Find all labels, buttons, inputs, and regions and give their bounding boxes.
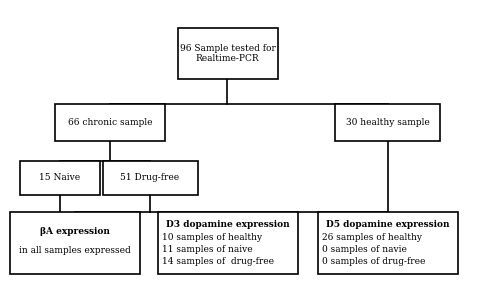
Text: βA expression: βA expression <box>40 227 110 236</box>
Text: in all samples expressed: in all samples expressed <box>19 246 131 255</box>
Text: 0 samples of navie: 0 samples of navie <box>322 245 408 254</box>
Text: 10 samples of healthy: 10 samples of healthy <box>162 233 262 242</box>
Text: 30 healthy sample: 30 healthy sample <box>346 118 430 127</box>
Text: 15 Naive: 15 Naive <box>40 173 80 182</box>
Text: 96 Sample tested for
Realtime-PCR: 96 Sample tested for Realtime-PCR <box>180 44 276 63</box>
Bar <box>335 104 440 141</box>
Text: 51 Drug-free: 51 Drug-free <box>120 173 180 182</box>
Text: 0 samples of drug-free: 0 samples of drug-free <box>322 257 426 266</box>
Text: D3 dopamine expression: D3 dopamine expression <box>166 220 290 229</box>
Text: 11 samples of naive: 11 samples of naive <box>162 245 253 254</box>
Bar <box>158 212 298 274</box>
Text: 14 samples of  drug-free: 14 samples of drug-free <box>162 257 274 266</box>
Bar <box>102 161 198 195</box>
Bar <box>10 212 140 274</box>
Text: 66 chronic sample: 66 chronic sample <box>68 118 152 127</box>
Bar <box>178 28 278 79</box>
Text: D5 dopamine expression: D5 dopamine expression <box>326 220 449 229</box>
Text: 26 samples of healthy: 26 samples of healthy <box>322 233 422 242</box>
Bar <box>55 104 165 141</box>
Bar <box>20 161 100 195</box>
Bar <box>318 212 458 274</box>
